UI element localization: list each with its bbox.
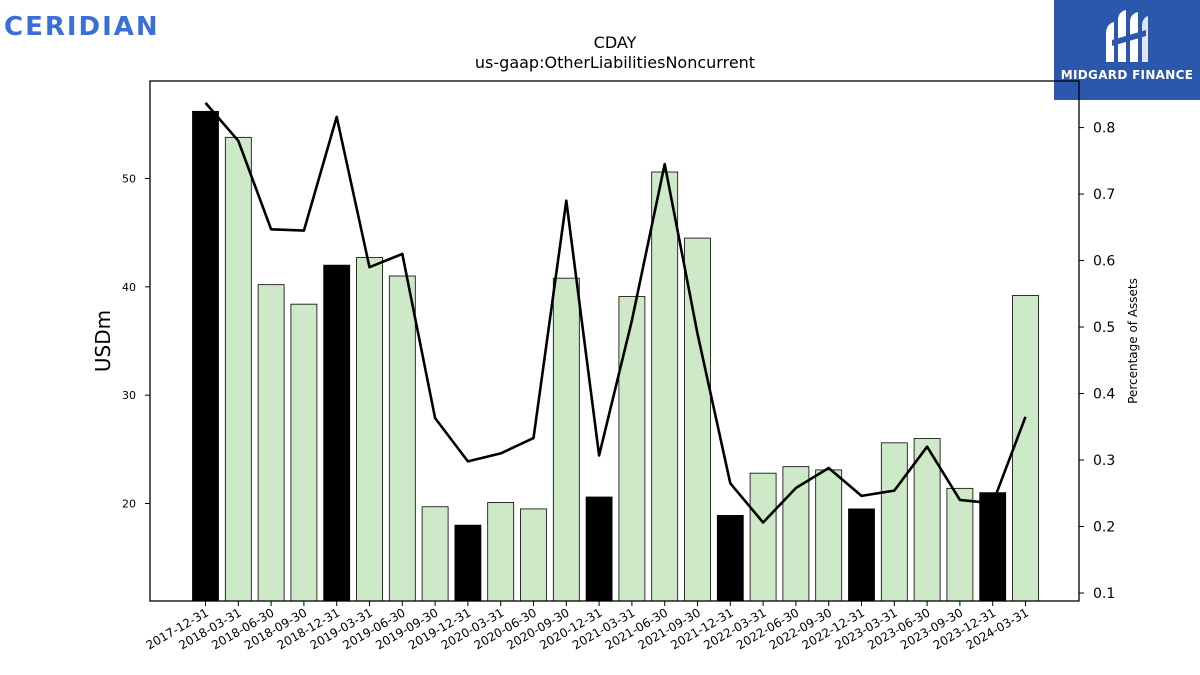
y2-tick-label: 0.4 [1093,387,1115,403]
bar [487,502,515,602]
y2-tick-label: 0.2 [1093,520,1115,536]
y-axis-label: USDm [91,310,115,372]
bar [356,257,383,602]
y-tick-label: 50 [122,173,136,186]
y2-tick-label: 0.3 [1093,453,1115,469]
bar [323,264,351,602]
bar [618,296,646,602]
midgard-emblem-icon [1106,10,1148,62]
bar [880,442,908,602]
bar [224,136,252,602]
y-tick-label: 20 [122,498,136,511]
bar [848,508,875,602]
bar [749,472,777,602]
bar [290,303,318,602]
bar [585,496,613,602]
bar [454,524,482,602]
y2-tick-label: 0.6 [1093,254,1115,270]
percentage-line [204,102,1027,524]
y-tick-label: 30 [122,389,136,402]
bar [257,284,285,602]
bar [192,110,219,602]
bar [651,171,679,602]
bar [913,438,941,602]
chart-title: CDAY [594,33,637,52]
plot-frame [149,80,1080,602]
bar [946,487,974,602]
y2-tick-label: 0.5 [1093,320,1115,336]
bar [716,515,744,602]
bar [520,508,547,602]
ceridian-logo: CERIDIAN [4,12,160,42]
bar [552,277,580,602]
y-tick-label: 40 [122,281,136,294]
chart-subtitle: us-gaap:OtherLiabilitiesNoncurrent [475,53,755,72]
y2-axis-label: Percentage of Assets [1126,278,1140,404]
bar [388,275,416,602]
bar [1012,295,1039,602]
y2-tick-label: 0.7 [1093,187,1115,203]
midgard-finance-logo: MIDGARD FINANCE [1054,0,1200,100]
y2-tick-label: 0.8 [1093,121,1115,137]
bar [815,469,843,602]
bar [979,492,1007,602]
midgard-finance-wordmark: MIDGARD FINANCE [1060,68,1194,82]
bar [684,237,711,602]
bar [421,506,449,602]
y2-tick-label: 0.1 [1093,586,1115,602]
